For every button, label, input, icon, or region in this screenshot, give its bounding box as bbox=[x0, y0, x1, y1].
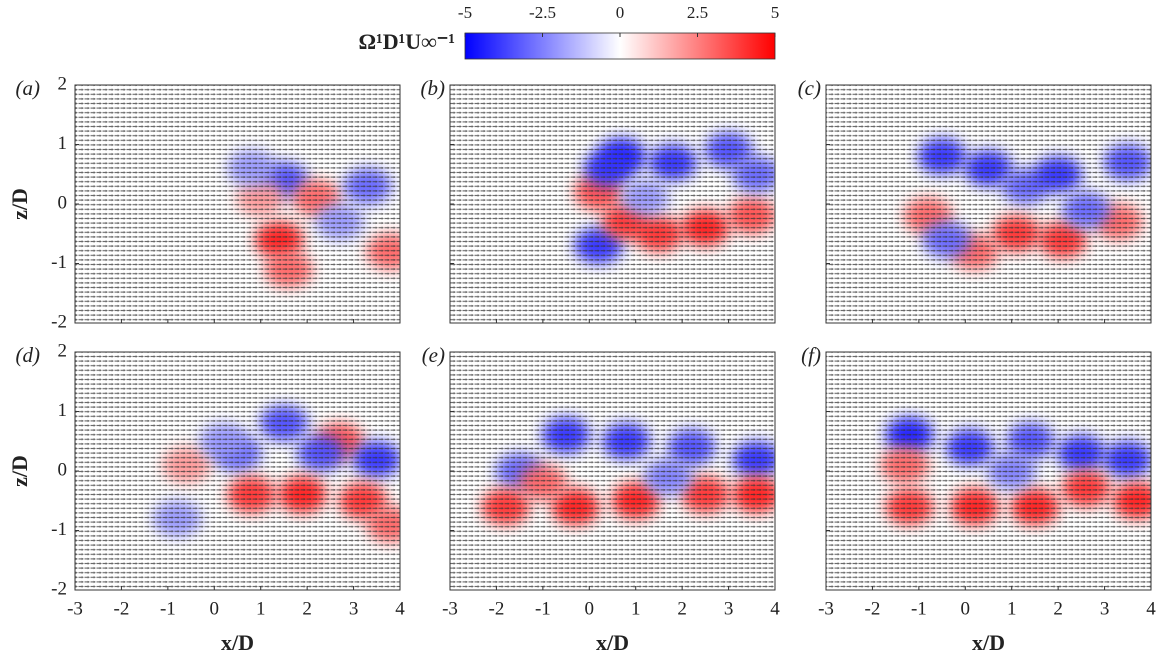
x-tick-label: 4 bbox=[770, 598, 780, 619]
vorticity-field bbox=[450, 352, 775, 590]
x-tick-label: -2 bbox=[865, 598, 881, 619]
panel-label: (d) bbox=[16, 343, 41, 367]
panel-label: (a) bbox=[16, 76, 41, 100]
x-tick-label: 0 bbox=[585, 598, 595, 619]
vector-arrows bbox=[75, 352, 400, 590]
x-tick-label: 0 bbox=[210, 598, 220, 619]
panel: -3 -2 -1 0 1 2 3 4 (e) x/D bbox=[422, 343, 781, 655]
x-axis-label: x/D bbox=[596, 630, 629, 655]
x-tick-label: 1 bbox=[631, 598, 641, 619]
x-tick-label: -2 bbox=[489, 598, 505, 619]
x-tick-label: -1 bbox=[535, 598, 551, 619]
y-tick-label: 2 bbox=[58, 73, 68, 94]
vector-arrows bbox=[450, 85, 775, 323]
colorbar-label: Ω¹D¹U∞⁻¹ bbox=[359, 29, 455, 54]
vorticity-field bbox=[75, 85, 400, 323]
y-tick-label: 0 bbox=[58, 459, 68, 480]
x-tick-label: -1 bbox=[911, 598, 927, 619]
panel-label: (c) bbox=[798, 76, 821, 100]
x-tick-label: 3 bbox=[349, 598, 359, 619]
x-tick-label: 4 bbox=[1146, 598, 1156, 619]
x-axis-label: x/D bbox=[972, 630, 1005, 655]
vorticity-field bbox=[450, 85, 775, 323]
x-tick-label: 2 bbox=[677, 598, 687, 619]
y-tick-label: -2 bbox=[51, 578, 67, 599]
x-tick-label: 1 bbox=[256, 598, 266, 619]
x-tick-label: -3 bbox=[67, 598, 83, 619]
x-tick-label: -1 bbox=[160, 598, 176, 619]
y-tick-label: -2 bbox=[51, 311, 67, 332]
colorbar-tick-label: -2.5 bbox=[529, 3, 556, 22]
vector-arrows bbox=[826, 352, 1151, 590]
y-tick-label: 0 bbox=[58, 192, 68, 213]
colorbar-tick-label: -5 bbox=[458, 3, 472, 22]
x-tick-label: 3 bbox=[1100, 598, 1110, 619]
vorticity-field bbox=[826, 352, 1151, 590]
x-tick-label: 0 bbox=[961, 598, 971, 619]
x-tick-label: 1 bbox=[1007, 598, 1017, 619]
x-tick-label: -3 bbox=[818, 598, 834, 619]
vector-arrows bbox=[450, 352, 775, 590]
vorticity-field bbox=[826, 85, 1151, 323]
panel-label: (f) bbox=[801, 343, 821, 367]
panel: -3 -2 -1 0 1 2 3 4 (f) x/D bbox=[801, 343, 1156, 655]
colorbar-tick-label: 0 bbox=[616, 3, 625, 22]
panel-label: (e) bbox=[422, 343, 445, 367]
vector-arrows bbox=[826, 85, 1151, 323]
x-tick-label: 2 bbox=[302, 598, 312, 619]
panel: (b) bbox=[421, 76, 776, 324]
vorticity-field bbox=[75, 352, 400, 590]
x-tick-label: 3 bbox=[724, 598, 734, 619]
colorbar bbox=[464, 32, 776, 60]
y-tick-label: 1 bbox=[58, 133, 68, 154]
vector-arrows bbox=[75, 85, 400, 323]
colorbar-tick-label: 5 bbox=[771, 3, 780, 22]
y-tick-label: -1 bbox=[51, 519, 67, 540]
y-axis-label: z/D bbox=[7, 188, 32, 220]
panel: 2 1 0 -1 -2 (a) z/D bbox=[7, 73, 401, 332]
panel: (c) bbox=[798, 76, 1152, 324]
y-tick-label: 2 bbox=[58, 340, 68, 361]
y-axis-label: z/D bbox=[7, 455, 32, 487]
x-tick-label: 2 bbox=[1053, 598, 1063, 619]
x-tick-label: -2 bbox=[114, 598, 130, 619]
x-axis-label: x/D bbox=[221, 630, 254, 655]
y-tick-label: 1 bbox=[58, 400, 68, 421]
x-tick-label: 4 bbox=[395, 598, 405, 619]
panel-label: (b) bbox=[421, 76, 446, 100]
x-tick-label: -3 bbox=[442, 598, 458, 619]
y-tick-label: -1 bbox=[51, 252, 67, 273]
colorbar-tick-label: 2.5 bbox=[687, 3, 708, 22]
